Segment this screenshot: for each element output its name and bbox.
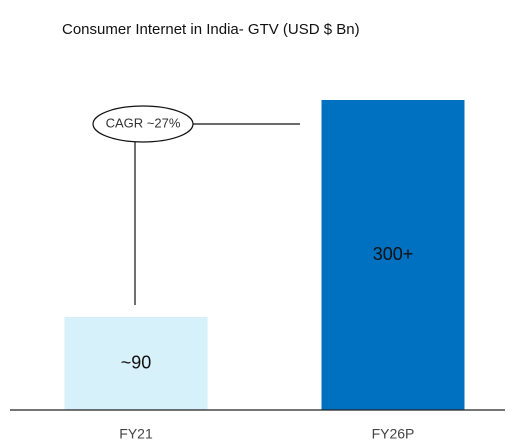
x-tick-label: FY21: [119, 426, 153, 442]
annotation-text: CAGR ~27%: [106, 115, 181, 130]
bar: [64, 317, 208, 410]
x-tick-label: FY26P: [372, 426, 415, 442]
value-label: ~90: [121, 352, 152, 372]
chart-title: Consumer Internet in India- GTV (USD $ B…: [62, 21, 360, 38]
value-label: 300+: [373, 244, 414, 264]
bar: [321, 100, 465, 410]
